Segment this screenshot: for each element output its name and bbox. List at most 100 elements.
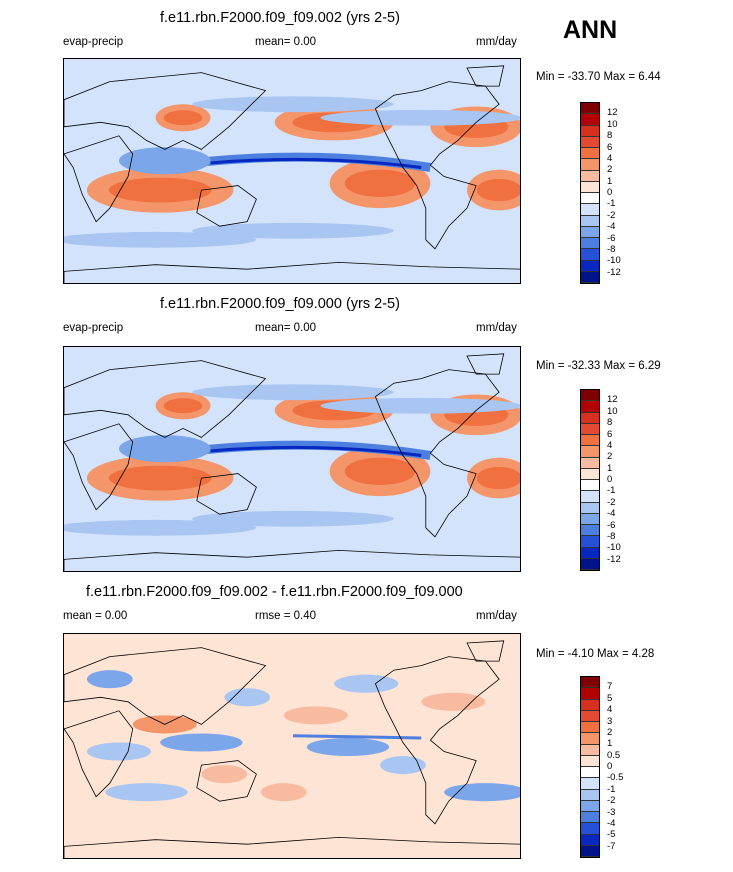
colorbar-box [581, 823, 599, 835]
colorbar-box [581, 710, 599, 722]
evaporation-core [108, 177, 212, 203]
panel-1-mean-label: mean= 0.00 [255, 36, 317, 48]
coastline [64, 423, 134, 511]
colorbar-box [581, 480, 599, 492]
evaporation-core [344, 457, 416, 485]
precipitation-band [64, 231, 257, 248]
colorbar-box [581, 778, 599, 790]
panel-1-title: f.e11.rbn.F2000.f09_f09.002 (yrs 2-5) [160, 10, 400, 26]
coastline [64, 360, 267, 438]
evaporation-core [476, 466, 520, 490]
coastline [374, 81, 500, 250]
colorbar-box [581, 423, 599, 435]
coastline [64, 710, 134, 798]
colorbar-box [581, 193, 599, 205]
panel-1-min-max: Min = -33.70 Max = 6.44 [536, 71, 661, 83]
coastline [466, 65, 505, 87]
colorbar-box [581, 226, 599, 238]
colorbar-tick-label: 0.5 [607, 749, 621, 761]
colorbar-box [581, 238, 599, 250]
colorbar-tick-label: 2 [607, 164, 613, 176]
colorbar-tick-label: -4 [607, 817, 616, 829]
colorbar-tick-label: -2 [607, 795, 616, 807]
coastline [196, 760, 257, 802]
precipitation-band [64, 519, 257, 536]
colorbar-box [581, 181, 599, 193]
panel-3-min-max: Min = -4.10 Max = 4.28 [536, 648, 655, 660]
colorbar-tick-label: -0.5 [607, 772, 624, 784]
colorbar-tick-label: -2 [607, 209, 616, 221]
colorbar-tick-label: 0 [607, 761, 613, 772]
colorbar-box [581, 148, 599, 160]
colorbar-box [581, 125, 599, 137]
panel-2-map [63, 346, 521, 572]
itcz-core [210, 445, 422, 457]
precipitation-band [320, 397, 520, 414]
anomaly-region [201, 765, 248, 784]
colorbar-tick-label: 7 [607, 681, 613, 693]
coastline [196, 473, 257, 515]
colorbar-box [581, 401, 599, 413]
panel-1-variable-label: evap-precip [63, 36, 124, 48]
colorbar-box [581, 789, 599, 801]
colorbar-tick-label: -8 [607, 530, 616, 542]
panel-3-map [63, 633, 521, 859]
colorbar-tick-label: 3 [607, 715, 613, 727]
colorbar-box [581, 800, 599, 812]
colorbar-box [581, 677, 599, 689]
colorbar-box [581, 699, 599, 711]
colorbar-tick-label: -10 [607, 542, 621, 554]
precipitation-band [192, 384, 394, 401]
panel-2-title: f.e11.rbn.F2000.f09_f09.000 (yrs 2-5) [160, 296, 400, 312]
colorbar-box [581, 103, 599, 115]
colorbar-box [581, 547, 599, 559]
panel-3-title: f.e11.rbn.F2000.f09_f09.002 - f.e11.rbn.… [86, 584, 463, 600]
colorbar-box [581, 446, 599, 458]
panel-1-units-label: mm/day [476, 36, 517, 48]
evaporation-core [163, 398, 203, 414]
colorbar-box [581, 136, 599, 148]
itcz-band [191, 152, 432, 172]
colorbar-box [581, 457, 599, 469]
coastline [374, 369, 500, 538]
maritime-continent-precip [118, 435, 211, 463]
colorbar-box [581, 204, 599, 216]
panel-2-units-label: mm/day [476, 322, 517, 334]
panel-1-colorbar [580, 102, 600, 284]
panel-1-map [63, 58, 521, 284]
colorbar-box [581, 412, 599, 424]
colorbar-box [581, 390, 599, 402]
colorbar-tick-label: -10 [607, 255, 621, 267]
panel-2-variable-label: evap-precip [63, 322, 124, 334]
colorbar-tick-label: -12 [607, 553, 621, 565]
colorbar-tick-label: -5 [607, 829, 616, 841]
colorbar-box [581, 513, 599, 525]
colorbar-tick-label: 10 [607, 118, 618, 130]
itcz-core [210, 157, 422, 169]
colorbar-tick-label: 10 [607, 405, 618, 417]
anomaly-region [444, 783, 520, 802]
panel-3-mean-label: mean = 0.00 [63, 610, 128, 622]
colorbar-box [581, 744, 599, 756]
colorbar-tick-label: 1 [607, 462, 613, 474]
colorbar-tick-label: -4 [607, 508, 616, 520]
panel-3-rmse-label: rmse = 0.40 [255, 610, 317, 622]
colorbar-tick-label: 5 [607, 692, 613, 704]
colorbar-box [581, 435, 599, 447]
colorbar-box [581, 536, 599, 548]
colorbar-tick-label: -12 [607, 266, 621, 278]
anomaly-region [160, 733, 243, 752]
anomaly-region [283, 706, 348, 725]
colorbar-box [581, 558, 599, 570]
map-canvas [64, 640, 520, 858]
colorbar-tick-label: 8 [607, 417, 613, 429]
anomaly-region [86, 742, 152, 761]
colorbar-box [581, 733, 599, 745]
anomaly-region [224, 688, 271, 707]
colorbar-tick-label: 12 [607, 394, 618, 406]
anomaly-region [105, 783, 188, 802]
colorbar-tick-label: 4 [607, 152, 613, 164]
colorbar-tick-label: -1 [607, 198, 616, 210]
panel-3-units-label: mm/day [476, 610, 517, 622]
precipitation-band [192, 96, 394, 113]
